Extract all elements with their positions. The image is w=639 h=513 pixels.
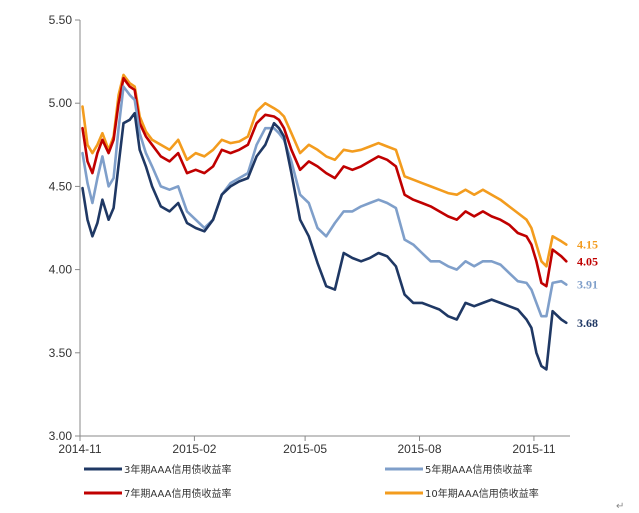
legend-label: 7年期AAA信用债收益率	[124, 487, 231, 500]
x-tick-label: 2015-11	[512, 442, 555, 456]
y-tick-label: 4.50	[49, 179, 73, 193]
y-axis: 5.50 5.00 4.50 4.00 3.50 3.00	[49, 13, 81, 443]
x-tick-label: 2015-05	[283, 442, 327, 456]
y-tick-label: 5.00	[49, 96, 73, 110]
y-tick-label: 3.50	[49, 346, 73, 360]
legend-label: 10年期AAA信用债收益率	[425, 487, 539, 500]
x-tick-label: 2015-08	[397, 442, 441, 456]
y-tick-label: 4.00	[49, 263, 73, 277]
end-value-label: 3.68	[577, 316, 598, 330]
end-value-label: 4.05	[577, 254, 598, 268]
legend-label: 3年期AAA信用债收益率	[124, 463, 231, 476]
legend-label: 5年期AAA信用债收益率	[425, 463, 532, 476]
series-layer	[81, 73, 568, 371]
x-axis: 2014-11 2015-02 2015-05 2015-08 2015-11	[58, 435, 570, 456]
corner-mark: ↵	[616, 501, 624, 512]
series-line	[81, 76, 568, 288]
series-line	[81, 111, 568, 371]
series-line	[81, 85, 568, 318]
legend: 3年期AAA信用债收益率 5年期AAA信用债收益率 7年期AAA信用债收益率 10年期…	[84, 463, 539, 500]
x-tick-label: 2014-11	[58, 442, 101, 456]
end-labels: 3.68 3.91 4.05 4.15	[577, 238, 598, 330]
y-tick-label: 5.50	[49, 13, 73, 27]
x-tick-label: 2015-02	[172, 442, 216, 456]
end-value-label: 4.15	[577, 238, 598, 252]
y-tick-label: 3.00	[49, 429, 73, 443]
end-value-label: 3.91	[577, 278, 598, 292]
